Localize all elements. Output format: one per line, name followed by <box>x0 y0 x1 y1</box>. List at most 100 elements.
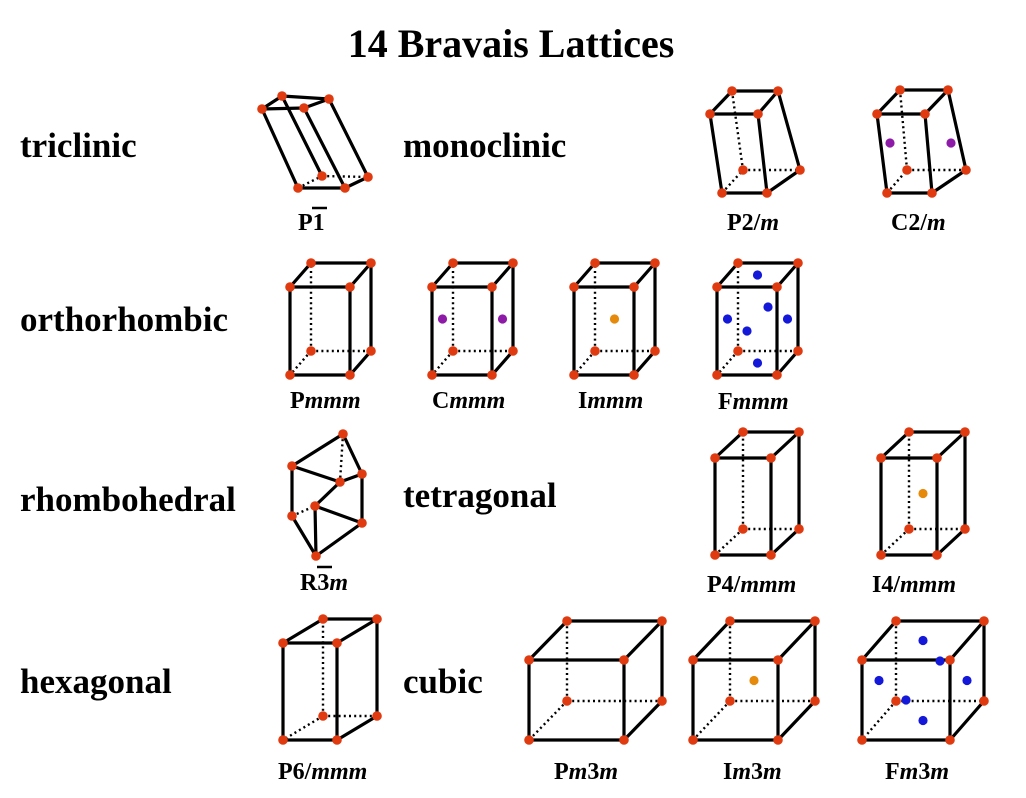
cell-edge <box>879 430 911 460</box>
cell-edge <box>713 430 745 460</box>
lattice-point <box>766 550 776 560</box>
label-i4mmm: I4/mmm <box>872 572 956 598</box>
hidden-edge <box>338 433 345 483</box>
label-cmmm: Cmmm <box>432 388 505 414</box>
cell-p4mmm <box>710 427 804 560</box>
cell-edge <box>290 464 342 484</box>
lattice-point <box>960 427 970 437</box>
cell-edge <box>314 521 364 558</box>
lattice-point <box>306 346 316 356</box>
base-center-point <box>437 314 448 324</box>
lattice-point <box>960 524 970 534</box>
face-center-point <box>935 656 945 666</box>
cell-edge <box>490 261 515 289</box>
lattice-point <box>762 188 772 198</box>
face-center-point <box>782 314 793 324</box>
lattice-point <box>793 346 803 356</box>
hidden-edge <box>714 528 744 556</box>
lattice-point <box>895 85 905 95</box>
body-center-point <box>609 314 620 324</box>
label-im3m: Im3m <box>723 759 782 785</box>
cell-p1bar <box>257 91 373 193</box>
lattice-point <box>277 91 287 101</box>
lattice-point <box>738 427 748 437</box>
lattice-point <box>717 188 727 198</box>
label-p2m: P2/m <box>727 210 779 236</box>
lattice-point <box>794 427 804 437</box>
lattice-point <box>324 94 334 104</box>
cell-edge <box>708 89 734 116</box>
center-point <box>885 138 895 148</box>
system-rhombohedral: rhombohedral <box>20 480 236 519</box>
cell-edge <box>875 88 902 116</box>
cell-fm3m <box>857 616 989 745</box>
cell-pm3m <box>524 616 667 745</box>
cell-edge <box>691 619 732 662</box>
lattice-point <box>712 370 722 380</box>
lattice-point <box>712 282 722 292</box>
lattice-point <box>487 370 497 380</box>
lattice-point <box>619 655 629 665</box>
lattice-point <box>569 282 579 292</box>
cell-edge <box>622 699 664 742</box>
cell-edge <box>775 349 800 377</box>
lattice-point <box>278 638 288 648</box>
lattice-point <box>562 616 572 626</box>
lattice-point <box>318 614 328 624</box>
lattice-point <box>932 453 942 463</box>
label-p6mmm: P6/mmm <box>278 759 367 785</box>
lattice-point <box>310 501 320 511</box>
cell-edge <box>313 480 342 508</box>
face-center-point <box>752 358 763 368</box>
lattice-point <box>872 109 882 119</box>
lattice-point <box>904 524 914 534</box>
cell-p6mmm <box>278 614 382 745</box>
lattice-point <box>725 696 735 706</box>
lattice-point <box>338 429 348 439</box>
label-p4mmm: P4/mmm <box>707 572 796 598</box>
lattice-point <box>979 696 989 706</box>
lattice-point <box>487 282 497 292</box>
lattice-point <box>810 616 820 626</box>
cell-edge <box>776 89 802 172</box>
label-immm: Immm <box>578 388 643 414</box>
cell-edge <box>860 619 898 662</box>
hidden-edge <box>880 528 910 556</box>
cell-edge <box>290 514 318 558</box>
lattice-point <box>629 370 639 380</box>
hidden-edge <box>528 700 568 741</box>
hidden-edge <box>282 714 324 742</box>
lattice-point <box>629 282 639 292</box>
hidden-edge <box>716 350 739 376</box>
label-fm3m: Fm3m <box>885 759 949 785</box>
lattice-point <box>363 172 373 182</box>
lattice-point <box>882 188 892 198</box>
face-center-point <box>918 635 928 646</box>
lattice-point <box>650 258 660 268</box>
lattice-point <box>590 258 600 268</box>
lattice-point <box>524 655 534 665</box>
cell-edge <box>756 89 780 116</box>
label-p1bar: P1 <box>298 210 325 236</box>
lattice-point <box>340 183 350 193</box>
lattice-point <box>427 370 437 380</box>
cell-edge <box>923 88 950 116</box>
lattice-point <box>810 696 820 706</box>
cell-edge <box>260 106 306 111</box>
lattice-point <box>590 346 600 356</box>
hidden-edge <box>573 350 596 376</box>
body-center-point <box>749 675 759 686</box>
cell-edge <box>327 97 370 179</box>
cell-edge <box>948 699 986 742</box>
label-c2m: C2/m <box>891 210 946 236</box>
cell-edge <box>313 504 364 525</box>
lattice-point <box>657 616 667 626</box>
face-center-point <box>752 270 763 280</box>
cell-edge <box>715 261 740 289</box>
hidden-edge <box>861 700 897 741</box>
lattice-point <box>508 258 518 268</box>
cell-edge <box>948 619 986 662</box>
lattice-point <box>357 518 367 528</box>
cell-edge <box>756 112 769 195</box>
lattice-point <box>710 550 720 560</box>
